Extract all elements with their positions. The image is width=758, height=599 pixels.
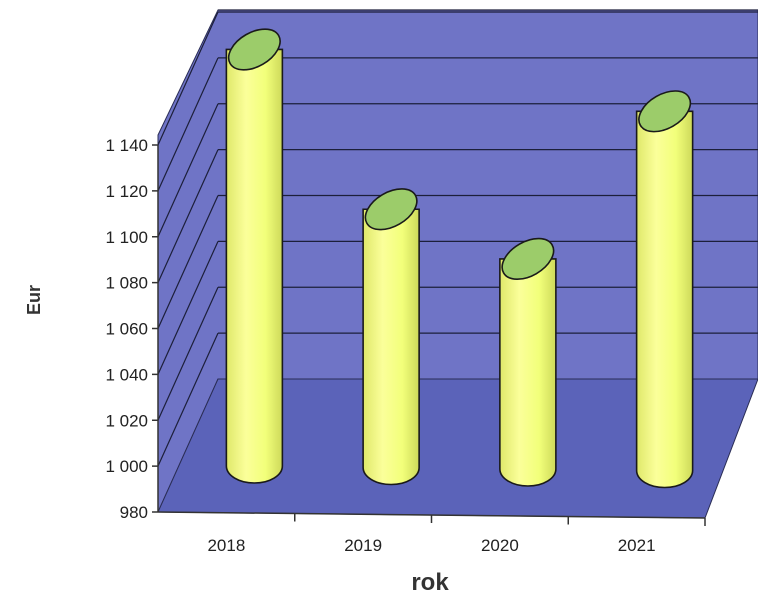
bar-2018 <box>222 21 287 483</box>
y-tick-label: 1 100 <box>105 228 148 247</box>
y-tick-label: 1 040 <box>105 365 148 384</box>
x-axis-title: rok <box>411 569 449 596</box>
x-tick-label: 2018 <box>207 536 245 555</box>
y-tick-label: 980 <box>120 503 148 522</box>
bar-body <box>500 259 556 486</box>
x-tick-label: 2021 <box>618 536 656 555</box>
x-tick-label: 2019 <box>344 536 382 555</box>
y-tick-label: 1 000 <box>105 457 148 476</box>
bar-body <box>363 209 419 484</box>
y-tick-label: 1 020 <box>105 411 148 430</box>
y-axis-title: Eur <box>24 285 44 315</box>
bar-2021 <box>632 83 697 488</box>
y-tick-label: 1 080 <box>105 274 148 293</box>
y-tick-label: 1 060 <box>105 320 148 339</box>
bar-body <box>226 49 282 483</box>
y-tick-label: 1 140 <box>105 136 148 155</box>
bar-body <box>637 111 693 487</box>
x-tick-label: 2020 <box>481 536 519 555</box>
bar-2019 <box>358 181 423 485</box>
y-tick-label: 1 120 <box>105 182 148 201</box>
bar-2020 <box>495 230 560 486</box>
